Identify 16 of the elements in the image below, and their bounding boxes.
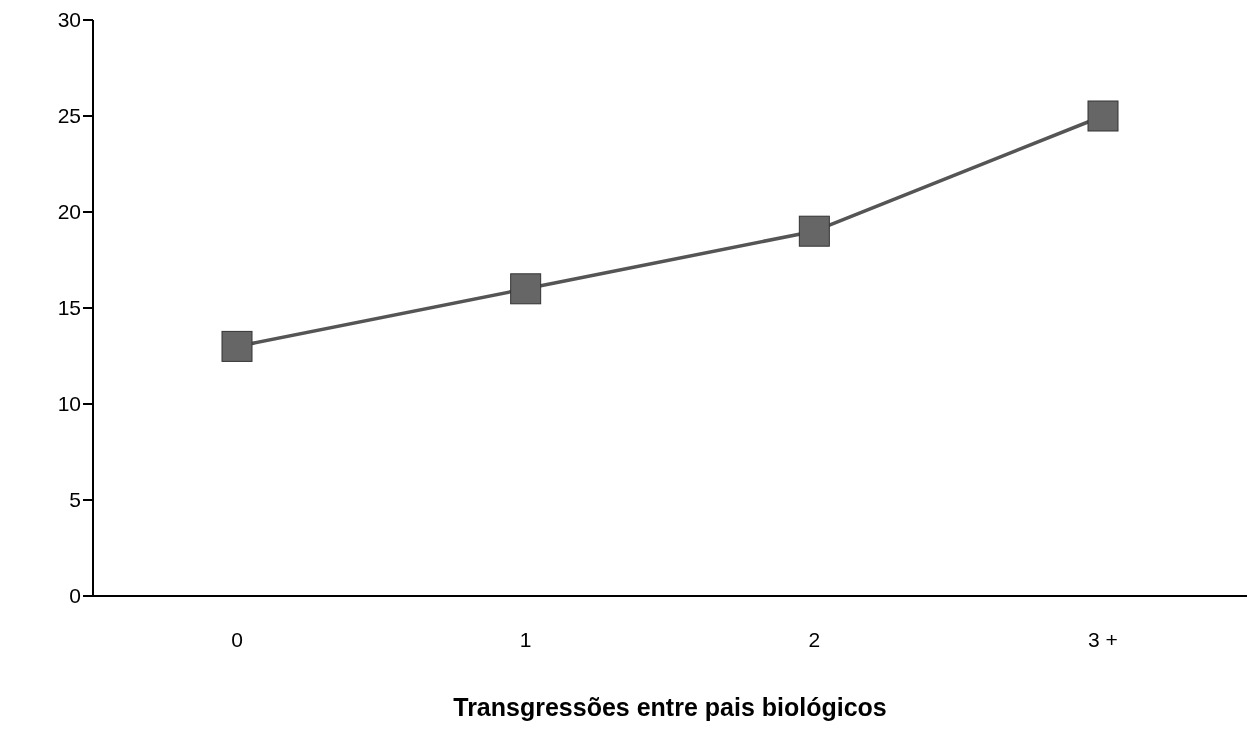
point: [510, 273, 542, 305]
y-tick-label: 15: [57, 296, 81, 320]
x-tick-label: 1: [519, 627, 532, 651]
x-tick-label: 0: [231, 627, 243, 651]
y-tick-label: 0: [69, 584, 81, 608]
x-tick-label: 3 +: [1088, 627, 1118, 651]
y-tick-label: 20: [57, 200, 81, 224]
y-tick-label: 30: [57, 8, 81, 32]
y-tick-label: 10: [57, 392, 81, 416]
point: [798, 215, 830, 247]
point: [1087, 100, 1119, 132]
y-tick-label: 25: [57, 104, 81, 128]
x-axis-title: Transgressões entre pais biológicos: [453, 693, 887, 721]
x-tick-label: 2: [808, 627, 821, 651]
y-tick-label: 5: [69, 488, 81, 512]
point: [221, 330, 253, 362]
